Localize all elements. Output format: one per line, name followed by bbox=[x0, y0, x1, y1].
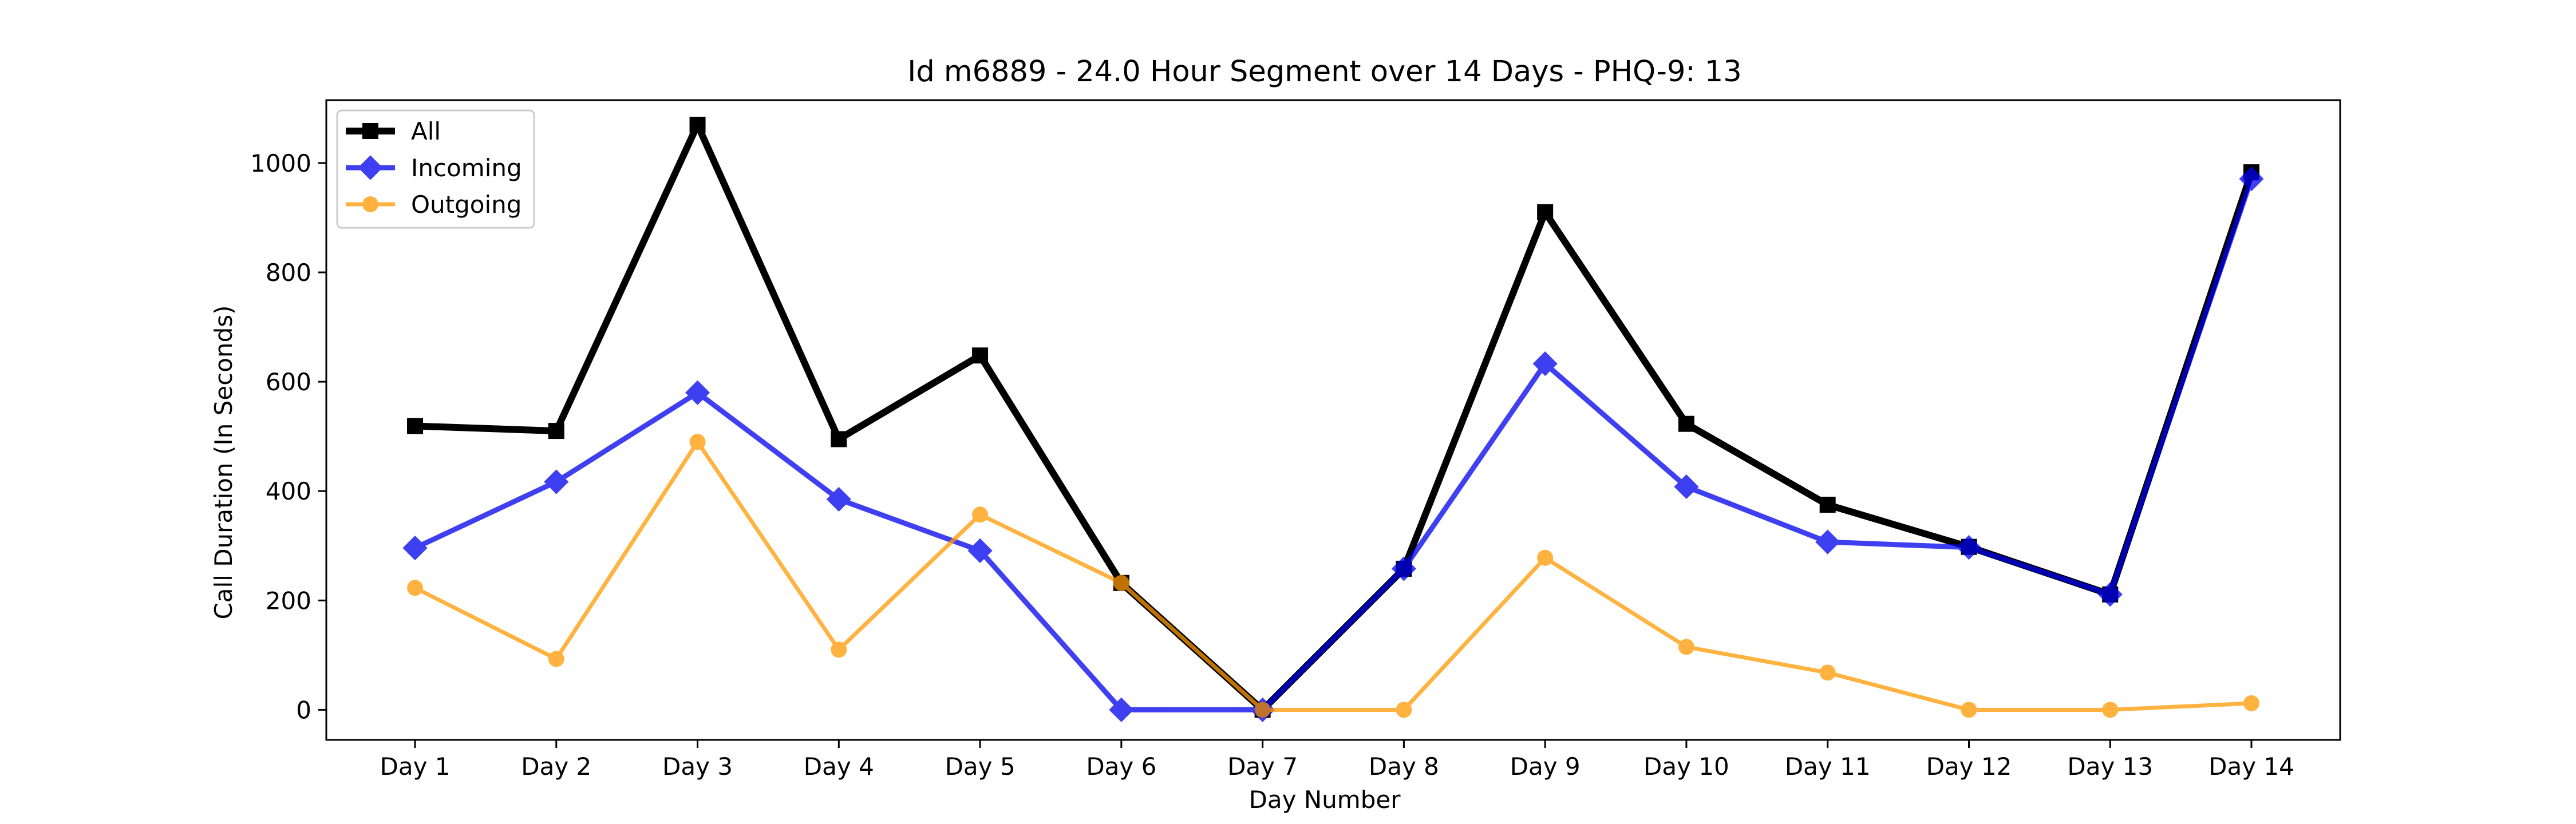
y-tick-label: 1000 bbox=[250, 149, 311, 177]
data-point-all bbox=[1678, 415, 1694, 432]
chart-title: Id m6889 - 24.0 Hour Segment over 14 Day… bbox=[907, 55, 1741, 89]
legend-entry-incoming bbox=[346, 155, 395, 180]
data-point-all bbox=[548, 423, 564, 439]
data-point-outgoing bbox=[1678, 639, 1694, 655]
x-tick-label: Day 12 bbox=[1926, 752, 2012, 781]
x-tick-label: Day 8 bbox=[1369, 752, 1439, 781]
y-tick-label: 200 bbox=[266, 587, 311, 615]
x-tick-label: Day 13 bbox=[2067, 752, 2153, 781]
legend-entry-all bbox=[346, 123, 395, 139]
x-tick-label: Day 2 bbox=[521, 752, 591, 781]
y-tick-label: 600 bbox=[266, 368, 311, 396]
data-point-incoming bbox=[1109, 697, 1134, 723]
data-point-incoming bbox=[826, 486, 851, 512]
y-axis-label: Call Duration (In Seconds) bbox=[210, 305, 238, 619]
x-tick-label: Day 5 bbox=[945, 752, 1016, 781]
data-point-incoming bbox=[2239, 167, 2264, 192]
x-tick-label: Day 6 bbox=[1086, 752, 1156, 781]
data-point-incoming bbox=[1391, 556, 1416, 581]
data-point-outgoing bbox=[407, 580, 423, 596]
data-point-outgoing bbox=[1819, 664, 1836, 681]
x-tick-label: Day 1 bbox=[380, 752, 450, 781]
data-point-outgoing bbox=[689, 434, 706, 450]
data-point-outgoing bbox=[2102, 702, 2119, 718]
legend-marker-outgoing bbox=[362, 196, 378, 212]
legend-entry-outgoing bbox=[346, 196, 395, 212]
data-point-incoming bbox=[402, 536, 428, 561]
data-point-all bbox=[407, 418, 423, 434]
series-line-incoming bbox=[414, 178, 2254, 712]
data-point-incoming bbox=[544, 469, 569, 494]
data-point-incoming bbox=[2097, 582, 2123, 607]
data-point-outgoing bbox=[1113, 575, 1129, 591]
data-point-outgoing bbox=[1961, 702, 1977, 718]
data-point-incoming bbox=[685, 380, 710, 405]
x-tick-label: Day 3 bbox=[662, 752, 733, 781]
series-outgoing bbox=[407, 434, 2259, 718]
legend-label-incoming: Incoming bbox=[411, 154, 522, 182]
x-tick-label: Day 14 bbox=[2208, 752, 2294, 781]
x-tick-label: Day 4 bbox=[804, 752, 874, 781]
legend-marker-all bbox=[362, 123, 378, 139]
data-point-all bbox=[972, 347, 989, 364]
data-point-outgoing bbox=[2243, 695, 2259, 711]
legend: All Incoming Outgoing bbox=[336, 109, 535, 229]
series-layer bbox=[402, 116, 2264, 723]
legend-label-all: All bbox=[411, 117, 441, 145]
data-point-all bbox=[831, 431, 847, 447]
data-point-outgoing bbox=[972, 506, 989, 523]
legend-box bbox=[336, 109, 535, 229]
data-point-all bbox=[1537, 204, 1554, 220]
y-tick-label: 0 bbox=[296, 696, 311, 724]
plot-frame bbox=[325, 99, 2341, 741]
series-incoming bbox=[402, 167, 2264, 723]
data-point-all bbox=[1819, 497, 1836, 513]
data-point-outgoing bbox=[1254, 702, 1271, 718]
data-point-all bbox=[689, 117, 706, 133]
x-tick-label: Day 7 bbox=[1227, 752, 1298, 781]
data-point-outgoing bbox=[1537, 549, 1554, 566]
data-point-incoming bbox=[1674, 474, 1699, 500]
legend-label-outgoing: Outgoing bbox=[411, 191, 521, 219]
y-tick-label: 800 bbox=[266, 259, 311, 287]
data-point-outgoing bbox=[831, 641, 847, 658]
y-tick-label: 400 bbox=[266, 477, 311, 505]
data-point-incoming bbox=[1956, 535, 1982, 560]
x-tick-label: Day 9 bbox=[1510, 752, 1581, 781]
data-point-incoming bbox=[967, 538, 993, 563]
x-tick-label: Day 11 bbox=[1785, 752, 1871, 781]
data-point-outgoing bbox=[1396, 702, 1412, 718]
x-tick-label: Day 10 bbox=[1643, 752, 1729, 781]
x-axis-label: Day Number bbox=[1249, 786, 1401, 814]
data-point-incoming bbox=[1815, 529, 1840, 554]
axis-layer: Day 1 Day 2 Day 3 Day 4 Day 5 Day 6 Day 7 Day 8… bbox=[250, 149, 2294, 781]
data-point-incoming bbox=[1532, 351, 1558, 377]
series-line-outgoing bbox=[414, 438, 2252, 712]
legend-marker-incoming bbox=[358, 155, 383, 180]
data-point-outgoing bbox=[548, 651, 564, 667]
